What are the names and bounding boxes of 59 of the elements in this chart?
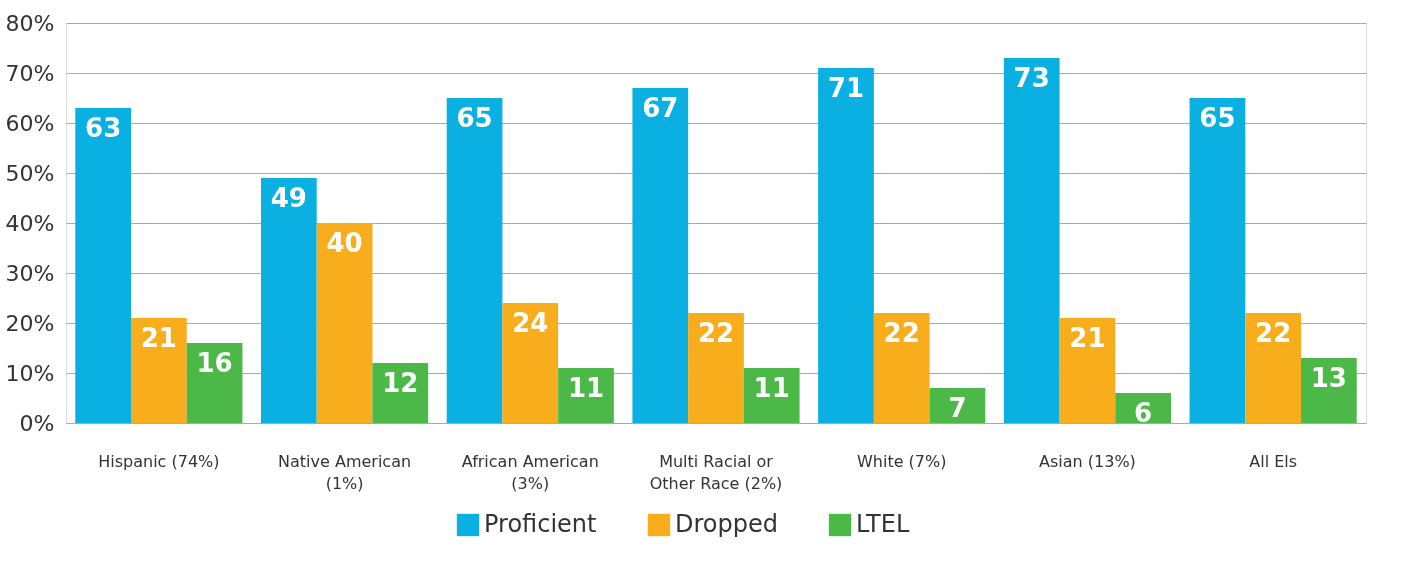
y-tick-label: 0% [19, 410, 55, 436]
data-label: 13 [1310, 363, 1347, 393]
y-tick-label: 70% [5, 60, 55, 86]
y-tick-label: 10% [5, 360, 55, 386]
bar [186, 343, 243, 423]
bar [316, 223, 373, 423]
data-label: 11 [567, 373, 605, 403]
legend-label: LTEL [856, 510, 910, 538]
data-label: 40 [326, 228, 363, 258]
data-label: 21 [140, 323, 177, 353]
data-label: 7 [948, 393, 967, 423]
bar [75, 108, 131, 423]
y-tick-label: 60% [5, 110, 55, 136]
data-label: 16 [196, 348, 233, 378]
data-label: 6 [1134, 398, 1153, 428]
data-label: 11 [753, 373, 790, 403]
bar [558, 368, 614, 423]
data-label: 22 [1255, 318, 1292, 348]
bar [502, 303, 559, 423]
bar [929, 388, 986, 423]
bar [1245, 313, 1301, 423]
bar [873, 313, 930, 423]
data-label: 24 [512, 308, 549, 338]
data-label: 73 [1013, 63, 1050, 93]
bar [688, 313, 744, 423]
bar [446, 98, 503, 423]
x-tick-label: Native American (1%) [278, 451, 412, 493]
bar [743, 368, 800, 423]
bar [261, 178, 317, 423]
data-label: 22 [883, 318, 920, 348]
x-tick-label: Multi Racial or Other Race (2%) [649, 451, 783, 493]
x-tick-label: All Els [1249, 451, 1298, 471]
bar [1003, 58, 1060, 423]
bar [1189, 98, 1246, 423]
y-tick-label: 30% [5, 260, 55, 286]
x-tick-label: African American (3%) [461, 451, 599, 493]
legend-label: Dropped [675, 510, 778, 538]
data-label: 67 [642, 93, 679, 123]
y-tick-label: 20% [5, 310, 55, 336]
data-label: 63 [85, 113, 122, 143]
y-tick-label: 50% [5, 160, 55, 186]
bar [632, 88, 689, 423]
x-tick-label: Hispanic (74%) [98, 451, 220, 471]
x-tick-label: Asian (13%) [1039, 451, 1136, 471]
bar [1301, 358, 1357, 423]
data-label: 12 [382, 368, 419, 398]
data-label: 22 [697, 318, 735, 348]
bar [1059, 318, 1116, 423]
y-tick-label: 80% [5, 10, 55, 36]
data-label: 71 [827, 73, 865, 103]
bar [131, 318, 187, 423]
data-label: 65 [456, 103, 493, 133]
x-tick-label: White (7%) [856, 451, 947, 471]
data-label: 21 [1069, 323, 1106, 353]
data-label: 49 [270, 183, 307, 213]
y-tick-label: 40% [5, 210, 55, 236]
data-label: 65 [1199, 103, 1236, 133]
bar [818, 68, 874, 423]
legend-label: Proficient [484, 510, 597, 538]
